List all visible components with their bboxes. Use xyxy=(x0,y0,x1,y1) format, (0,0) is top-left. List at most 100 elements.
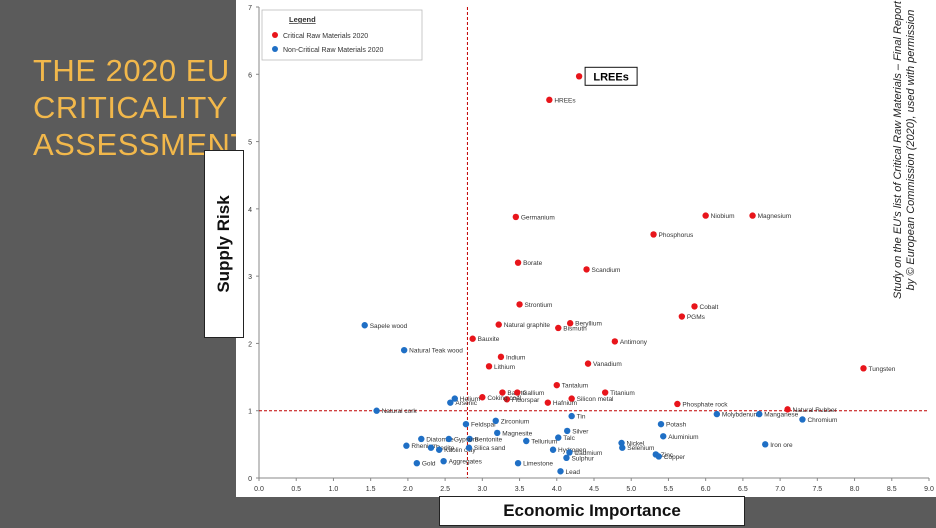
data-label: Tellurium xyxy=(531,438,557,445)
data-point xyxy=(451,395,458,402)
legend-marker xyxy=(272,46,278,52)
data-label: Gypsum xyxy=(454,436,478,443)
x-tick-label: 8.0 xyxy=(850,486,860,493)
y-tick-label: 6 xyxy=(248,72,252,79)
data-point xyxy=(713,410,721,418)
data-point xyxy=(660,433,667,440)
data-point xyxy=(465,444,473,451)
data-label: Fluorspar xyxy=(512,397,540,404)
data-point xyxy=(413,459,421,467)
data-point xyxy=(799,416,806,423)
data-label: Rhenium xyxy=(411,443,437,450)
y-tick-label: 7 xyxy=(248,5,252,12)
x-tick-label: 7.5 xyxy=(812,486,822,493)
data-point xyxy=(655,453,662,460)
data-label: Copper xyxy=(664,454,686,461)
data-point xyxy=(650,231,657,238)
data-point xyxy=(784,406,791,413)
data-label: Natural graphite xyxy=(504,322,551,329)
data-label: Diatomite xyxy=(426,436,454,443)
x-tick-label: 4.5 xyxy=(589,486,599,493)
data-label: Cadmium xyxy=(574,450,602,457)
data-point xyxy=(523,437,530,445)
data-label: Titanium xyxy=(610,390,635,397)
y-axis-label-box: Supply Risk xyxy=(204,150,244,338)
source-note-line2: by © European Commission (2020), used wi… xyxy=(905,9,917,291)
data-point xyxy=(514,389,521,396)
data-label: Tantalum xyxy=(562,383,588,390)
data-point xyxy=(514,459,522,467)
data-point xyxy=(418,435,425,443)
legend-marker xyxy=(272,32,278,38)
data-point xyxy=(445,435,453,443)
data-label: Lithium xyxy=(494,364,515,371)
data-label: Tungsten xyxy=(868,366,895,373)
data-point xyxy=(674,400,681,408)
criticality-scatter-chart: 0 1 2 3 4 5 6 7 0.0 0.5 1.0 1.5 2.0 2.5 3.0 3.5 4.0 4.5 5.… xyxy=(248,5,934,493)
data-point xyxy=(373,407,380,414)
y-tick-label: 0 xyxy=(248,476,252,483)
data-label: Lead xyxy=(566,469,581,476)
data-label: Vanadium xyxy=(593,361,622,368)
data-label: LREEs xyxy=(593,71,628,83)
y-tick-label: 5 xyxy=(248,140,252,147)
data-label: Beryllium xyxy=(575,321,602,328)
x-tick-label: 1.0 xyxy=(329,486,339,493)
source-note: Study on the EU's list of Critical Raw M… xyxy=(892,1,917,299)
x-tick-label: 5.5 xyxy=(664,486,674,493)
data-point xyxy=(618,439,625,447)
data-label: Feldspar xyxy=(471,422,497,429)
data-label: Hydrogen xyxy=(558,447,587,454)
data-point xyxy=(469,335,476,342)
data-label: Perlite xyxy=(436,445,455,452)
data-point xyxy=(702,212,709,219)
legend-title: Legend xyxy=(289,15,316,24)
x-tick-label: 6.5 xyxy=(738,486,748,493)
data-point xyxy=(466,435,473,443)
data-point xyxy=(557,468,564,475)
data-label: Talc xyxy=(563,435,575,442)
data-label: Nickel xyxy=(627,441,645,448)
data-point xyxy=(584,360,592,367)
x-tick-label: 2.0 xyxy=(403,486,413,493)
data-label: Coking coal xyxy=(487,395,522,402)
data-label: Silver xyxy=(572,428,589,435)
data-label: Manganese xyxy=(764,412,798,419)
data-label: Bauxite xyxy=(478,336,500,343)
legend-box xyxy=(261,9,423,61)
data-point xyxy=(497,353,505,361)
data-label: Zinc xyxy=(661,452,674,459)
data-point xyxy=(516,301,523,308)
data-label: Natural cork xyxy=(382,408,418,415)
data-point xyxy=(553,381,560,389)
lrees-highlight-box xyxy=(584,66,638,86)
data-point xyxy=(492,417,499,425)
data-point xyxy=(619,444,626,451)
data-point xyxy=(512,213,520,221)
data-point xyxy=(479,394,486,401)
data-point xyxy=(514,259,522,266)
data-point xyxy=(447,399,454,406)
data-point xyxy=(555,324,562,332)
y-axis-label: Supply Risk xyxy=(214,195,233,293)
data-label: Sulphur xyxy=(571,455,594,462)
data-label: PGMs xyxy=(687,314,706,321)
data-point xyxy=(583,266,590,273)
data-point xyxy=(749,212,756,219)
data-point xyxy=(495,321,502,328)
data-point xyxy=(691,303,698,310)
data-label: Borate xyxy=(523,260,543,267)
data-point xyxy=(860,365,867,372)
data-label: Kaolin clay xyxy=(444,447,476,454)
data-label: Antimony xyxy=(620,339,648,346)
data-label: Aggregates xyxy=(449,459,483,466)
data-point xyxy=(499,389,506,396)
data-point xyxy=(485,363,493,370)
x-tick-label: 0.0 xyxy=(254,486,264,493)
data-point xyxy=(568,395,575,402)
data-label: Limestone xyxy=(523,461,553,468)
data-point xyxy=(657,420,665,428)
data-point xyxy=(566,449,573,456)
data-label: Zirconium xyxy=(501,418,530,425)
data-label: Silica sand xyxy=(474,445,506,452)
